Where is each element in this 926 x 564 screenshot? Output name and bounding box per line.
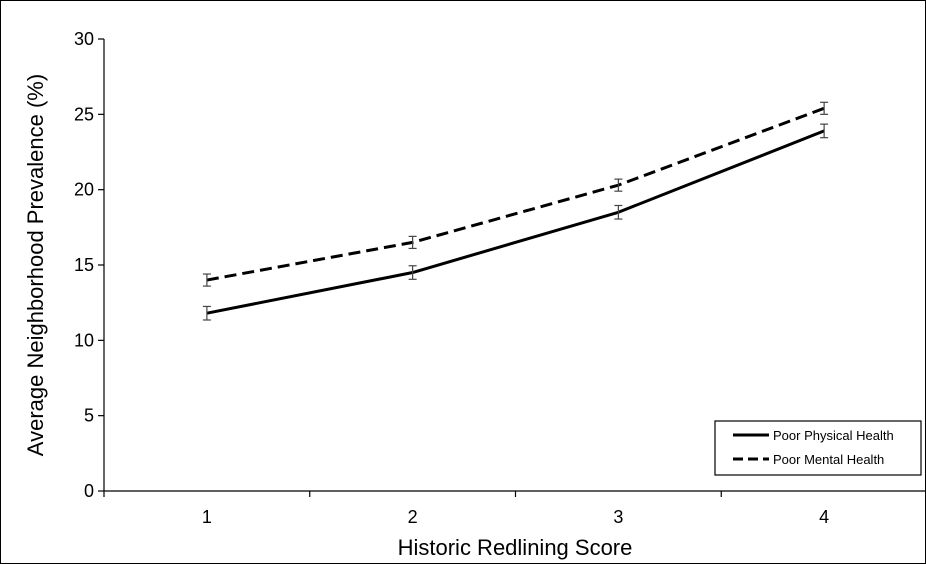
- y-tick-label: 25: [74, 104, 94, 124]
- x-axis-title: Historic Redlining Score: [398, 535, 633, 560]
- y-tick-label: 0: [84, 481, 94, 501]
- x-tick-label: 2: [408, 507, 418, 527]
- legend: Poor Physical Health Poor Mental Health: [714, 420, 922, 476]
- x-tick-label: 3: [613, 507, 623, 527]
- legend-label-physical: Poor Physical Health: [773, 428, 894, 443]
- y-axis-title: Average Neighborhood Prevalence (%): [23, 74, 48, 456]
- legend-box: [714, 420, 922, 476]
- y-tick-label: 5: [84, 406, 94, 426]
- x-tick-label: 4: [819, 507, 829, 527]
- y-tick-label: 15: [74, 255, 94, 275]
- series-line-1: [206, 106, 825, 282]
- y-tick-label: 20: [74, 180, 94, 200]
- y-tick-label: 10: [74, 330, 94, 350]
- y-tick-label: 30: [74, 29, 94, 49]
- legend-label-mental: Poor Mental Health: [773, 452, 884, 467]
- series-layer: [202, 101, 829, 321]
- x-tick-label: 1: [202, 507, 212, 527]
- series-line-0: [206, 129, 825, 315]
- axes: 0 5 10 15 20 25 30 1 2 3 4: [74, 29, 925, 527]
